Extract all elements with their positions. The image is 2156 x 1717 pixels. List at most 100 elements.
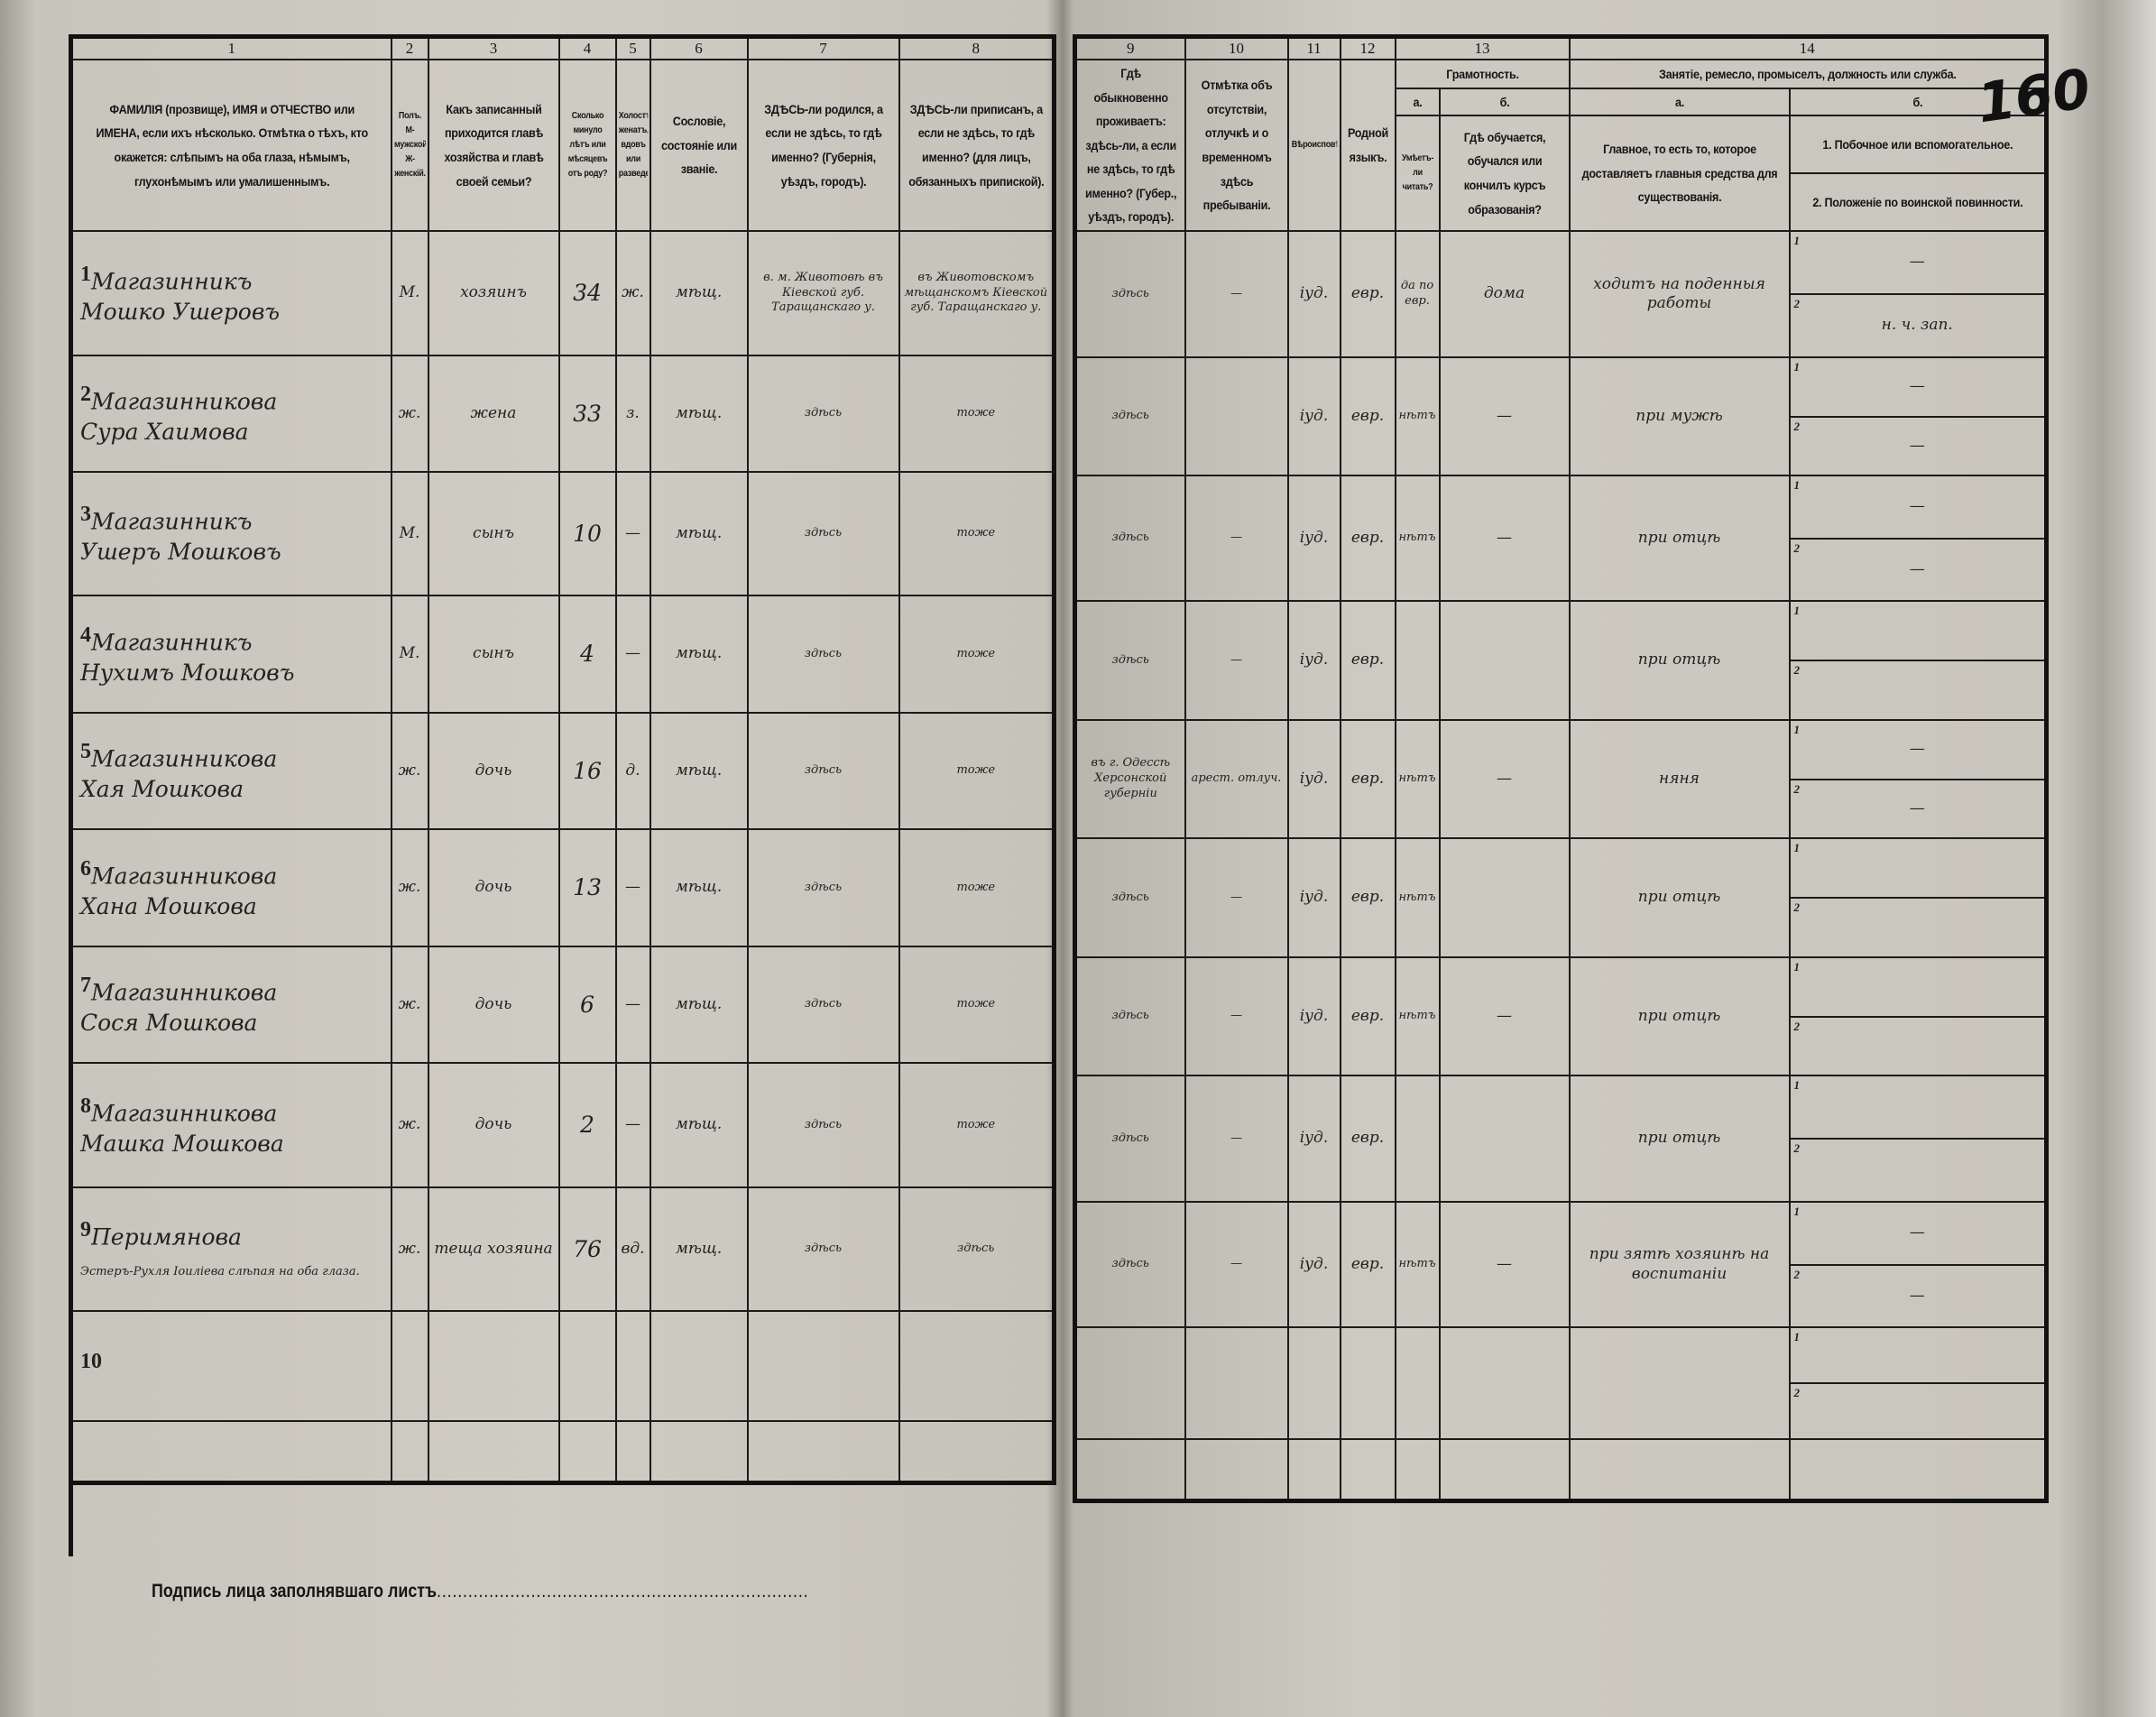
signature-field[interactable]: ........................................… xyxy=(437,1581,809,1602)
sex-cell: М. xyxy=(390,595,429,714)
relation-cell: дочь xyxy=(427,1062,560,1188)
language-cell xyxy=(1339,1326,1396,1440)
surname: Магазинникъ xyxy=(91,628,253,655)
name-cell: 9Перимянова Эстеръ-Рухля Іоиліева слѣпая … xyxy=(69,1186,392,1312)
literate-cell: нѣтъ xyxy=(1394,1201,1441,1328)
split-cell: 1—2— xyxy=(1791,1204,2044,1325)
surname: Магазинникова xyxy=(91,1099,278,1126)
marital-cell: — xyxy=(614,1062,651,1188)
religion-cell: іуд. xyxy=(1286,1075,1341,1203)
military-cell: 2 xyxy=(1792,1018,2045,1075)
education-cell: — xyxy=(1438,1201,1571,1328)
religion-cell: іуд. xyxy=(1286,1201,1341,1328)
surname: Магазинникъ xyxy=(91,508,253,535)
sub-index: 1 xyxy=(1793,1205,1801,1218)
relation-cell xyxy=(427,1310,560,1422)
relation-cell: сынъ xyxy=(427,595,560,714)
language-cell: евр. xyxy=(1339,1075,1396,1203)
blank-cell xyxy=(746,1420,900,1483)
literate-cell: нѣтъ xyxy=(1394,837,1441,958)
occupation-cell: ходитъ на поденныя работы xyxy=(1568,230,1791,358)
col-7-number: 7 xyxy=(746,35,900,60)
marital-cell: вд. xyxy=(614,1186,651,1312)
military-cell: 2 н. ч. зап. xyxy=(1792,295,2045,355)
relation-cell: теща хозяина xyxy=(427,1186,560,1312)
blank-cell xyxy=(1339,1438,1396,1501)
occupation-cell: при отцѣ xyxy=(1568,475,1791,602)
education-cell xyxy=(1438,600,1571,721)
estate-cell: мѣщ. xyxy=(649,355,749,473)
signature-label: Подпись лица заполнявшаго листъ xyxy=(152,1581,438,1602)
sub-index: 1 xyxy=(1793,1330,1801,1343)
language-cell: евр. xyxy=(1339,475,1396,602)
residence-cell: здѣсь xyxy=(1073,475,1186,602)
absence-cell: арест. отлуч. xyxy=(1184,719,1289,839)
occupation-cell xyxy=(1568,1326,1791,1440)
registered-cell xyxy=(898,1310,1055,1422)
split-cell: 1—2— xyxy=(1791,359,2044,474)
row-number: 6 xyxy=(80,856,91,881)
sub-index: 2 xyxy=(1793,900,1801,914)
surname: Магазинникова xyxy=(91,862,278,889)
religion-cell: іуд. xyxy=(1286,356,1341,476)
secondary-cell: 1 xyxy=(1791,959,2044,1018)
relation-cell: сынъ xyxy=(427,471,560,596)
residence-cell: здѣсь xyxy=(1073,1075,1186,1203)
age-cell: 16 xyxy=(557,712,617,830)
estate-cell: мѣщ. xyxy=(649,595,749,714)
given-name-patronymic: Мошко Ушеровъ xyxy=(80,298,281,325)
literate-cell: да по евр. xyxy=(1394,230,1441,358)
literate-cell xyxy=(1394,1326,1441,1440)
blank-cell xyxy=(1394,1438,1441,1501)
relation-cell: дочь xyxy=(427,828,560,947)
estate-cell: мѣщ. xyxy=(649,946,749,1064)
table-row-right: въ г. Одессѣ Херсонской губерніи арест. о… xyxy=(1073,719,2048,839)
given-name-patronymic: Сура Хаимова xyxy=(80,419,249,446)
col-2-number: 2 xyxy=(390,35,429,60)
age-cell: 34 xyxy=(557,230,617,356)
sex-cell: ж. xyxy=(390,1186,429,1312)
sex-cell: ж. xyxy=(390,355,429,473)
blank-cell xyxy=(649,1420,749,1483)
name-cell: 1Магазинникъ Мошко Ушеровъ xyxy=(69,230,392,356)
col-13-number: 13 xyxy=(1394,35,1571,60)
sub-index: 1 xyxy=(1793,841,1801,854)
marital-cell: з. xyxy=(614,355,651,473)
language-cell: евр. xyxy=(1339,356,1396,476)
sub-index: 1 xyxy=(1793,478,1801,492)
residence-cell xyxy=(1073,1326,1186,1440)
literate-cell: нѣтъ xyxy=(1394,956,1441,1076)
education-cell: — xyxy=(1438,356,1571,476)
name-cell: 2Магазинникова Сура Хаимова xyxy=(69,355,392,473)
registered-cell: въ Животовскомъ мѣщанскомъ Кіевской губ.… xyxy=(898,230,1055,356)
residence-cell: здѣсь xyxy=(1073,837,1186,958)
blank-cell xyxy=(1286,1438,1341,1501)
surname: Магазинникова xyxy=(91,979,278,1006)
military-cell: 2— xyxy=(1792,540,2045,600)
col-14a-header: Главное, то есть то, которое доставляетъ… xyxy=(1579,115,1780,232)
table-row-left: 5Магазинникова Хая Мошкова ж. дочь 16 д. мѣщ. з… xyxy=(69,712,1055,830)
religion-cell: іуд. xyxy=(1286,600,1341,721)
col-1-header: ФАМИЛІЯ (прозвище), ИМЯ и ОТЧЕСТВО или И… xyxy=(86,59,376,232)
military-value: — xyxy=(1909,436,1925,455)
registered-cell: здѣсь xyxy=(898,1186,1055,1312)
col-12-header: Родной языкъ. xyxy=(1341,59,1394,232)
given-name-patronymic: Сося Мошкова xyxy=(80,1010,258,1037)
secondary-value: — xyxy=(1909,497,1925,516)
secondary-cell: 1— xyxy=(1791,1204,2044,1266)
registered-cell: тоже xyxy=(898,946,1055,1064)
blank-cell xyxy=(1184,1438,1289,1501)
born-cell: здѣсь xyxy=(746,828,900,947)
age-cell: 76 xyxy=(557,1186,617,1312)
col-12-number: 12 xyxy=(1339,35,1396,60)
table-row-left: 3Магазинникъ Ушеръ Мошковъ М. сынъ 10— мѣщ. зд… xyxy=(69,471,1055,596)
secondary-cell: 1— xyxy=(1791,359,2044,418)
col-14-number: 14 xyxy=(1568,35,2048,60)
religion-cell xyxy=(1286,1326,1341,1440)
left-border-extension xyxy=(69,1471,73,1556)
absence-cell: — xyxy=(1184,600,1289,721)
name-cell: 10 xyxy=(69,1310,392,1422)
